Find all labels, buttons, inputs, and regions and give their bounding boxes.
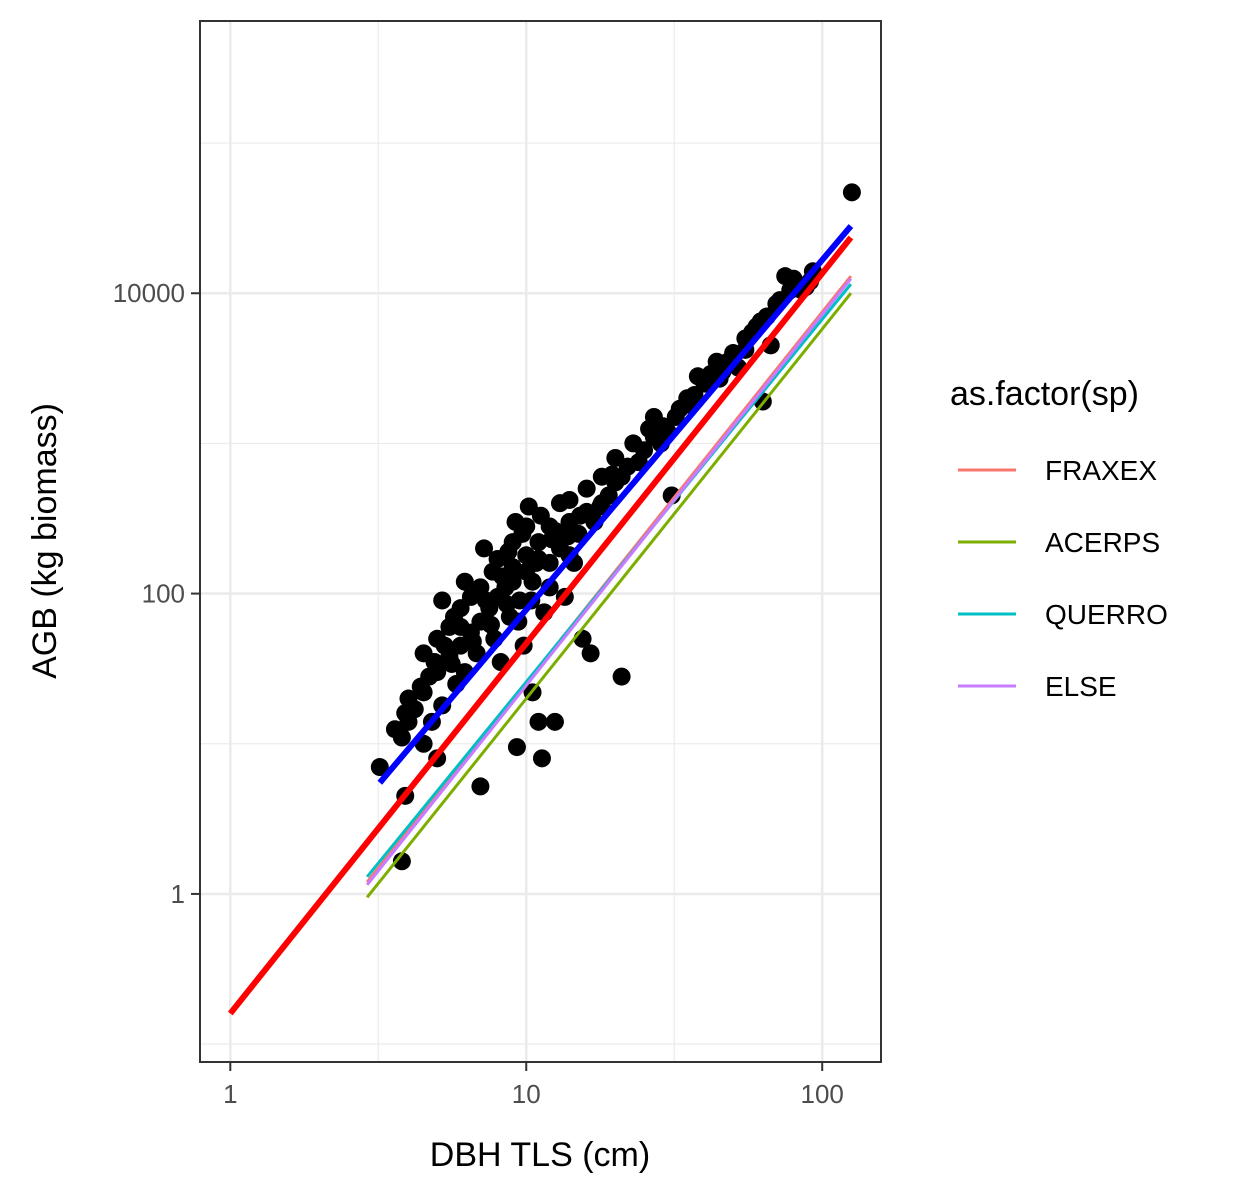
fit-line [227, 235, 854, 1016]
data-point [392, 852, 411, 871]
x-axis-ticks: 1 10 100 [223, 1062, 844, 1109]
y-axis-ticks: 1 100 10000 [113, 278, 200, 909]
data-point [560, 490, 579, 509]
data-point [507, 738, 526, 757]
data-point [481, 615, 500, 634]
data-point [463, 632, 482, 651]
data-point [842, 183, 861, 202]
data-point [497, 595, 516, 614]
y-axis-title: AGB (kg biomass) [26, 403, 64, 679]
x-tick-label: 10 [512, 1079, 541, 1109]
legend-label-fraxex: FRAXEX [1045, 455, 1157, 486]
y-tick-label: 10000 [113, 278, 185, 308]
data-point [399, 689, 418, 708]
x-tick-label: 1 [223, 1079, 237, 1109]
fit-line [365, 292, 853, 899]
data-point [433, 591, 452, 610]
data-point [624, 434, 643, 453]
legend: as.factor(sp) FRAXEX ACERPS QUERRO ELSE [950, 375, 1168, 702]
data-point [629, 453, 648, 472]
data-point [531, 506, 550, 525]
data-point [392, 728, 411, 747]
x-tick-label: 100 [801, 1079, 844, 1109]
data-point [573, 629, 592, 648]
minor-gridlines [200, 21, 881, 1062]
data-point [451, 617, 470, 636]
legend-title: as.factor(sp) [950, 375, 1139, 413]
data-point [603, 465, 622, 484]
data-point [666, 407, 685, 426]
fit-line [365, 277, 853, 886]
data-point [581, 644, 600, 663]
data-point [545, 712, 564, 731]
data-point [435, 636, 454, 655]
data-point [425, 653, 444, 672]
data-point [612, 667, 631, 686]
data-point [476, 591, 495, 610]
data-point [370, 758, 389, 777]
data-point [606, 448, 625, 467]
y-tick-label: 100 [142, 579, 185, 609]
legend-entries: FRAXEX ACERPS QUERRO ELSE [958, 455, 1168, 702]
data-point [517, 562, 536, 581]
data-point [529, 712, 548, 731]
data-point [640, 419, 659, 438]
data-point [503, 572, 522, 591]
plot-panel-border [199, 20, 882, 1063]
legend-label-querro: QUERRO [1045, 599, 1168, 630]
data-point [455, 572, 474, 591]
data-point [411, 677, 430, 696]
data-point [688, 367, 707, 386]
data-point [471, 777, 490, 796]
data-point [396, 704, 415, 723]
regression-lines [227, 224, 854, 1016]
data-point [499, 542, 518, 561]
x-axis-title: DBH TLS (cm) [430, 1136, 650, 1174]
data-point [529, 549, 548, 568]
data-point [591, 497, 610, 516]
data-point [513, 524, 532, 543]
data-point [532, 749, 551, 768]
data-point [475, 539, 494, 558]
data-point [577, 479, 596, 498]
legend-label-else: ELSE [1045, 671, 1117, 702]
data-point [571, 506, 590, 525]
legend-label-acerps: ACERPS [1045, 527, 1160, 558]
data-point [558, 527, 577, 546]
y-tick-label: 1 [171, 879, 185, 909]
fit-line [377, 224, 854, 785]
data-point [442, 654, 461, 673]
